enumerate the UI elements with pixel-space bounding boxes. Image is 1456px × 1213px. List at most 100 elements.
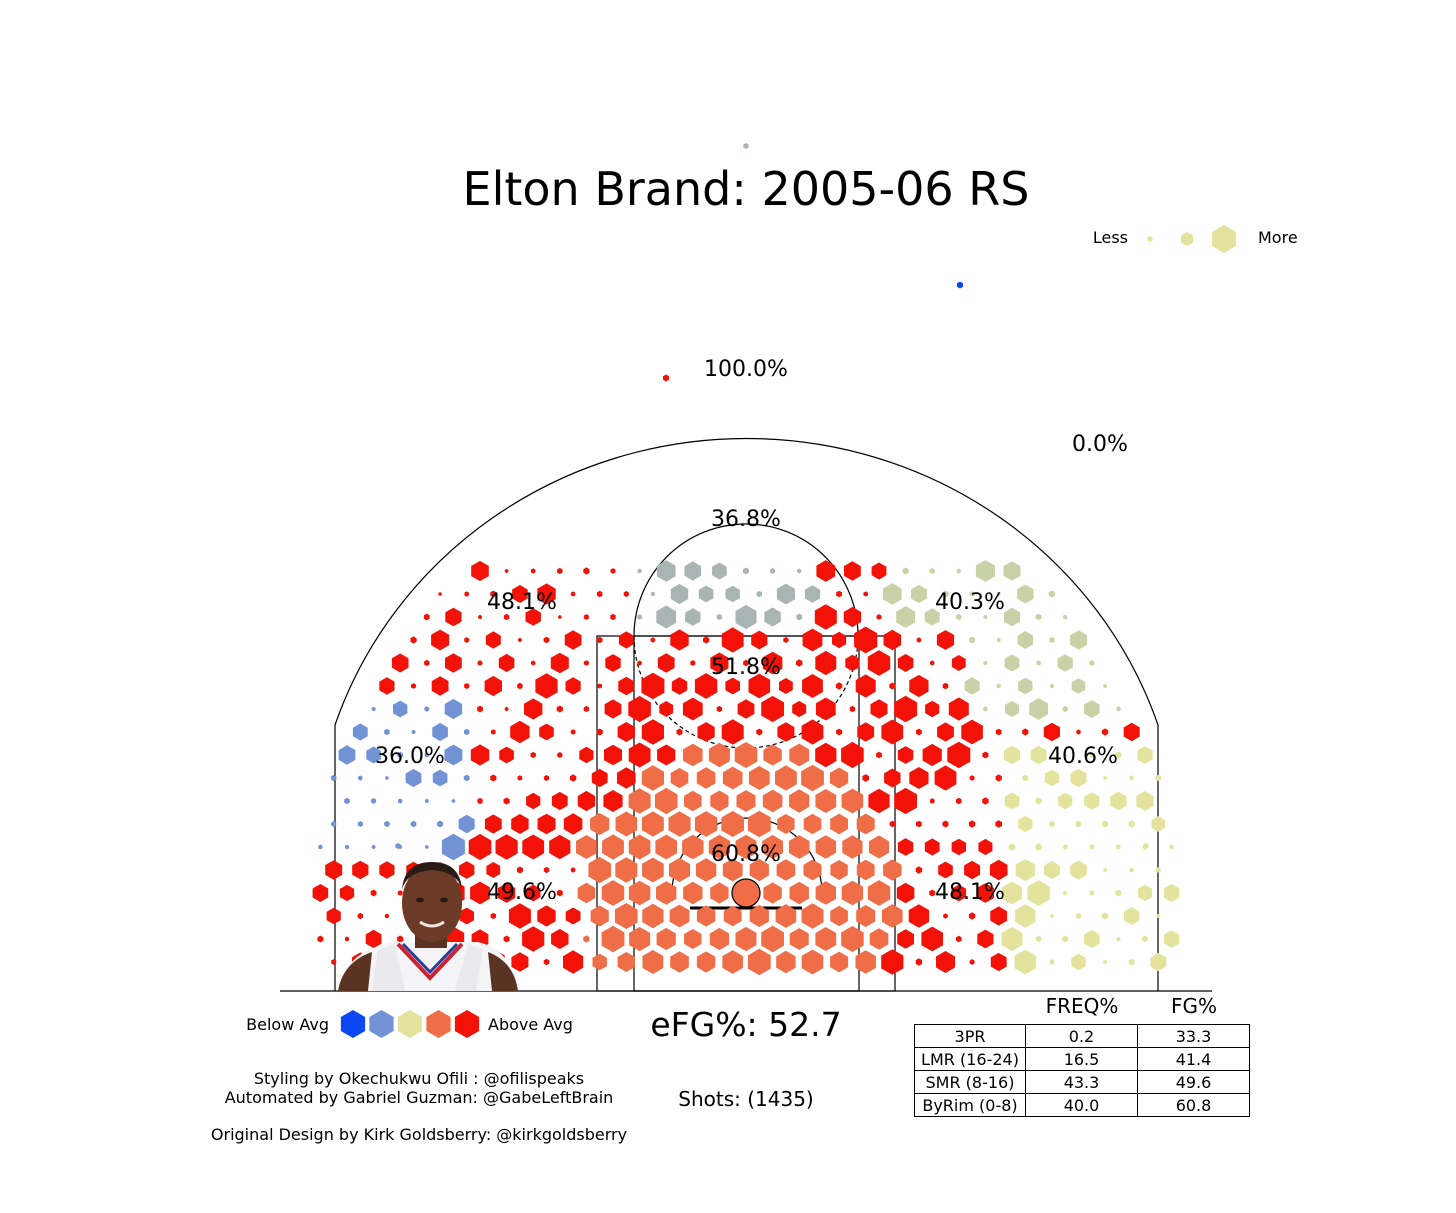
- shot-hex: [423, 613, 430, 621]
- shot-hex: [671, 677, 688, 695]
- shot-hex: [1103, 683, 1107, 689]
- size-legend-hex: [1211, 225, 1237, 253]
- shot-hex: [477, 797, 483, 805]
- shot-hex: [1163, 884, 1180, 902]
- shot-hex: [641, 765, 664, 791]
- shot-hex: [804, 585, 821, 603]
- shot-hex: [312, 884, 329, 902]
- shot-hex: [956, 797, 962, 805]
- shot-hex: [1089, 890, 1095, 896]
- shot-hex: [398, 798, 403, 804]
- table-header-freq: FREQ%: [1045, 994, 1119, 1018]
- shot-hex: [896, 606, 915, 628]
- shot-hex: [1003, 561, 1021, 581]
- shot-hex: [1110, 791, 1127, 811]
- shot-hex: [605, 654, 621, 672]
- shot-hex: [441, 833, 465, 861]
- shot-hex: [464, 591, 469, 597]
- shot-hex: [511, 952, 529, 972]
- shot-hex: [802, 674, 823, 698]
- shot-hex: [1142, 935, 1148, 943]
- shot-hex: [531, 660, 536, 666]
- shot-hex: [518, 637, 522, 643]
- shot-hex: [352, 860, 369, 880]
- shot-hex: [1084, 792, 1100, 810]
- shot-hex: [570, 867, 576, 873]
- shot-hex: [948, 697, 969, 721]
- shot-hex: [709, 927, 729, 951]
- shot-hex: [841, 880, 864, 906]
- shot-hex: [1035, 797, 1042, 805]
- shot-hex: [558, 615, 562, 619]
- shot-hex: [503, 613, 510, 621]
- shot-hex: [537, 905, 556, 927]
- shot-hex: [1027, 880, 1050, 906]
- shot-hex: [743, 659, 749, 667]
- shot-hex: [1001, 926, 1023, 952]
- shot-hex: [641, 719, 664, 745]
- shot-hex: [842, 835, 863, 859]
- shot-hex: [583, 705, 590, 713]
- shot-hex: [830, 951, 849, 973]
- shot-hex: [968, 912, 976, 920]
- three-point-line: [334, 437, 1159, 991]
- shot-hex: [617, 952, 635, 972]
- shot-hex: [628, 788, 651, 814]
- shot-hex: [803, 859, 822, 881]
- shot-hex: [684, 929, 702, 949]
- shot-hex: [1102, 820, 1109, 828]
- shot-hex: [802, 628, 823, 652]
- shot-hex: [516, 866, 523, 874]
- shot-hex: [844, 561, 861, 581]
- shot-hex: [869, 928, 889, 950]
- shot-hex: [503, 935, 510, 943]
- shot-hex: [845, 654, 860, 672]
- shot-hex: [947, 741, 971, 769]
- shot-hex: [371, 706, 376, 712]
- shot-hex: [1030, 745, 1047, 765]
- shot-hex: [1137, 884, 1153, 902]
- shot-hex: [775, 904, 797, 928]
- shot-hex: [969, 959, 975, 965]
- shot-hex: [1164, 930, 1180, 948]
- shot-hex: [710, 882, 729, 904]
- shot-hex: [1022, 728, 1029, 736]
- shot-hex: [716, 705, 723, 713]
- shot-hex: [1151, 816, 1166, 832]
- shot-hex: [384, 728, 390, 736]
- shot-hex: [1015, 904, 1036, 928]
- shot-hex: [968, 820, 976, 828]
- shot-hex: [629, 926, 651, 952]
- shot-hex: [1075, 820, 1082, 828]
- size-legend-hexes: [1147, 225, 1237, 253]
- shot-hex: [747, 948, 771, 976]
- shot-hex: [722, 766, 743, 790]
- shot-hex: [815, 742, 837, 768]
- shot-hex: [444, 744, 463, 766]
- shot-hex: [1071, 953, 1086, 971]
- shot-hex: [841, 741, 864, 769]
- shot-hex: [1156, 913, 1161, 919]
- shot-hex: [393, 700, 408, 718]
- freq-cell: 40.0: [1025, 1093, 1138, 1117]
- shot-hex: [357, 821, 363, 827]
- shot-hex: [557, 567, 563, 575]
- shot-hex: [642, 857, 664, 883]
- shot-hex: [762, 651, 783, 675]
- shot-hex: [1089, 752, 1095, 758]
- shot-hex: [996, 683, 1001, 689]
- shot-hex: [1035, 935, 1042, 943]
- shot-hex: [884, 768, 901, 788]
- shot-hex: [777, 814, 795, 834]
- shot-hex: [936, 951, 955, 973]
- shot-hex: [695, 858, 717, 882]
- shot-hex: [1049, 637, 1055, 643]
- shot-hex: [1070, 630, 1087, 650]
- size-legend-less: Less: [1093, 228, 1128, 247]
- shot-hex: [696, 951, 716, 973]
- shot-hex: [657, 653, 675, 673]
- shot-hex: [830, 905, 848, 927]
- shot-hex: [881, 949, 904, 975]
- shot-hex: [777, 722, 795, 742]
- shot-hex: [815, 927, 837, 951]
